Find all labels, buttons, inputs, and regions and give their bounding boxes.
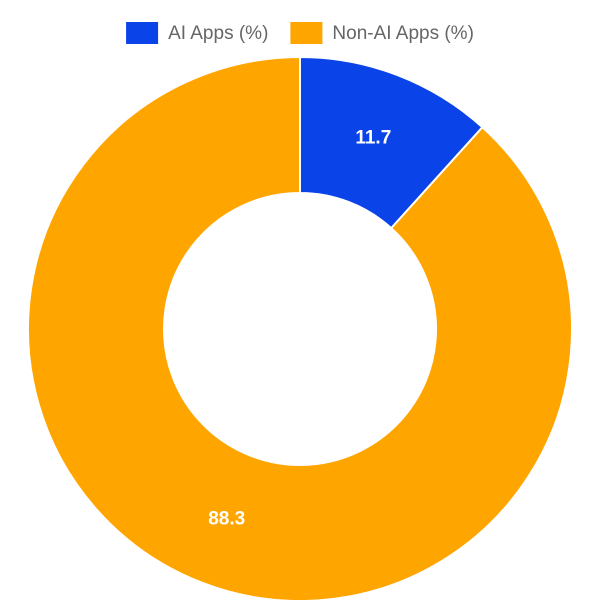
value-label: 11.7 bbox=[355, 128, 391, 149]
legend-swatch bbox=[290, 22, 323, 44]
legend-swatch bbox=[126, 22, 159, 44]
slice bbox=[27, 55, 573, 600]
legend-label: Non-AI Apps (%) bbox=[332, 23, 474, 44]
legend-label: AI Apps (%) bbox=[168, 23, 268, 44]
value-label: 88.3 bbox=[208, 508, 245, 529]
